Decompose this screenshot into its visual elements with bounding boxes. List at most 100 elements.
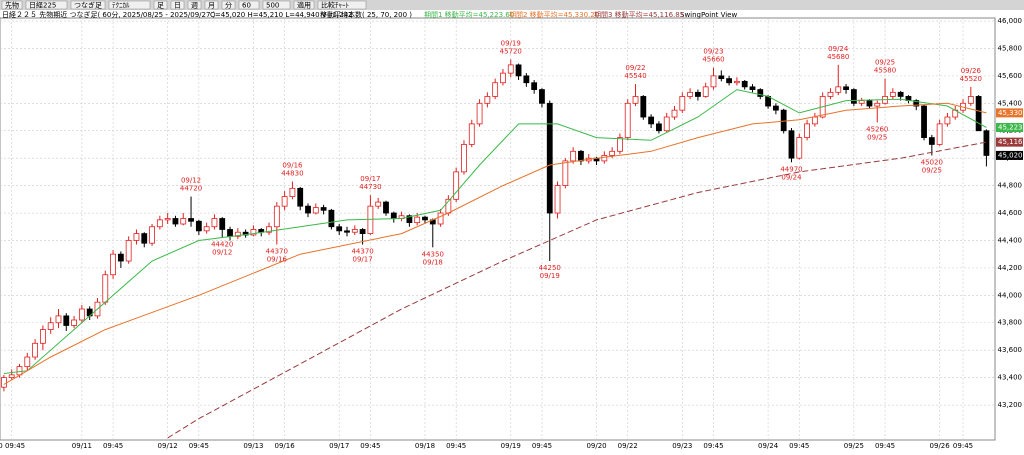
toolbar-button[interactable] [1,0,23,10]
price-tag [996,108,1023,118]
candle-body [967,96,974,104]
toolbar-button[interactable] [70,0,106,10]
toolbar-label[interactable]: 先物 [5,1,19,10]
toolbar-button[interactable] [25,0,68,10]
candle-body [718,75,725,80]
swing-date: 09/12 [181,177,201,185]
candle-body [500,72,506,84]
candle-body [414,216,421,224]
swing-price: 45520 [960,75,982,83]
toolbar-label[interactable]: 日経225 [29,1,56,10]
candle-body [102,274,109,303]
y-tick-label: 45,600 [998,72,1023,80]
candle-body [710,75,717,88]
toolbar-button[interactable] [204,0,219,10]
x-tick-label: 09/12 [158,442,178,450]
candle-body [866,100,873,107]
x-tick-label: 09/16 [275,442,296,450]
candle-body [289,187,296,197]
candle-body [110,253,116,276]
toolbar-label[interactable]: 足 [157,2,164,10]
swing-price: 45260 [866,126,888,134]
candle-body [328,209,335,228]
price-tag-label: 45,223 [998,123,1023,131]
price-tag [996,122,1023,132]
toolbar-button[interactable] [293,0,315,10]
candle-body [211,218,218,228]
candle-body [811,116,818,125]
x-tick-label: 09/18 [415,442,435,450]
candle-body [897,91,904,97]
toolbar-label[interactable]: つなぎ足 [74,1,102,10]
candle-body [570,150,577,162]
candle-body [8,374,15,378]
swing-price: 45720 [500,47,522,55]
candle-body [149,226,155,244]
toolbar-label[interactable]: 日 [174,2,181,10]
toolbar-label[interactable]: 比較ﾁｬｰﾄ [321,1,349,10]
candle-body [562,160,569,186]
x-tick-label: 09:45 [953,442,973,450]
swing-date: 09/17 [360,175,380,183]
candle-body [983,130,990,156]
toolbar-label[interactable]: 週 [191,1,198,10]
swing-price: 44370 [351,248,373,256]
swing-date: 09/19 [501,39,521,47]
candle-body [617,137,623,152]
toolbar-button[interactable] [187,0,202,10]
price-tag-label: 45,020 [998,151,1023,159]
x-tick-label: 09:45 [103,442,123,450]
candle-body [406,215,413,224]
candle-body [359,229,366,234]
legend-entry: 期間2 移動平均=45,330.20 [509,10,599,19]
toolbar-label[interactable]: 60 [242,2,251,10]
swing-price: 45020 [921,158,943,166]
toolbar-label[interactable]: 500 [266,2,279,10]
y-tick-label: 46,000 [998,17,1023,25]
swing-date: 09/23 [703,48,723,56]
swing-price: 44350 [422,250,444,258]
x-tick-label: 09/25 [844,442,864,450]
toolbar-label[interactable]: 月 [208,2,215,10]
toolbar-button[interactable] [108,0,151,10]
ma-line [3,89,987,374]
x-tick-label: 09/11 [72,442,92,450]
candle-body [203,226,210,232]
candle-body [656,123,662,132]
candle-body [741,80,748,88]
candle-body [687,91,694,97]
toolbar-button[interactable] [153,0,168,10]
candle-body [141,233,148,244]
toolbar-label[interactable]: ﾃｸﾆｶﾙ [112,2,130,10]
x-tick-label: 09:45 [360,442,380,450]
candle-body [188,218,194,222]
candle-body [648,116,655,125]
info-view: SwingPoint View [680,11,737,19]
y-tick-label: 43,800 [998,319,1023,327]
y-tick-label: 45,400 [998,99,1023,107]
toolbar-button[interactable] [170,0,185,10]
candle-body [16,366,23,376]
swing-date: 09/25 [922,166,942,174]
toolbar-button[interactable] [238,0,260,10]
price-tag-label: 45,116 [998,138,1023,146]
candle-body [383,201,389,214]
swing-date: 09/22 [625,64,645,72]
x-tick-label: 09:45 [189,442,209,450]
swing-date: 09/26 [961,67,982,75]
candle-body [336,226,343,232]
candle-body [312,207,319,214]
toolbar-label[interactable]: 分 [225,1,232,10]
candle-body [507,64,514,74]
swing-price: 45680 [827,53,849,61]
candle-body [539,89,545,104]
candle-body [71,319,77,326]
toolbar-button[interactable] [221,0,236,10]
info-ohlcv: C=45,020 H=45,210 L=44,940 V=1,242 [210,11,353,19]
toolbar-label[interactable]: 適用 [297,1,311,10]
info-title: 日経２２５ 先物期近 つなぎ足( 60分, 2025/08/25 - 2025/… [2,10,216,19]
toolbar-button[interactable] [262,0,291,10]
x-tick-label: 09/17 [329,442,349,450]
x-tick-label: 09/24 [758,442,779,450]
toolbar-button[interactable] [317,0,367,10]
